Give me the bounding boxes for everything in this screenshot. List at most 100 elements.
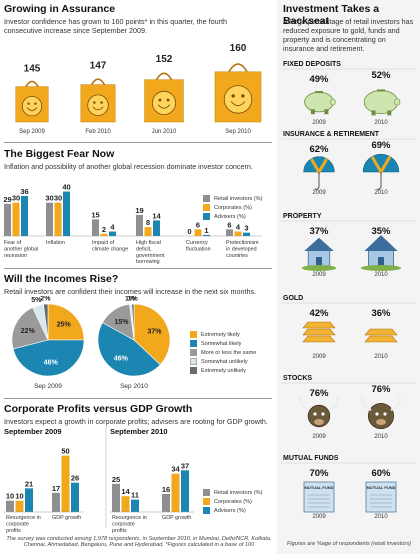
- house-lawn: [301, 265, 337, 271]
- profit-group-title: September 2010: [110, 427, 168, 436]
- legend-swatch-extremely-likely: [190, 331, 197, 338]
- smiley-eye: [158, 98, 162, 102]
- fear-bar: [4, 203, 11, 236]
- legend-swatch-somewhat-unlikely: [190, 358, 197, 365]
- bag-label: Sep 2009: [19, 129, 45, 135]
- right-subtitle: A large percentage of retail investors h…: [283, 17, 414, 53]
- profit-bar: [131, 499, 139, 512]
- piggy-leg: [324, 109, 329, 115]
- profit-value: 25: [112, 475, 120, 484]
- fear-value: 30: [45, 194, 53, 203]
- fear-value: 3: [244, 224, 248, 233]
- legend-retail: Retail investors (%): [214, 489, 263, 496]
- piggy-slot: [377, 89, 385, 92]
- profit-value: 17: [52, 484, 60, 493]
- right-title: Investment Takes a Backseat: [283, 3, 380, 27]
- smiley-eye: [100, 101, 103, 104]
- umbrella-handle: [314, 185, 320, 190]
- profit-bar: [121, 496, 130, 512]
- legend-more-less: More or less the same: [201, 349, 257, 356]
- profit-category: GDP growth: [162, 515, 191, 521]
- fear-category: High fiscal: [136, 240, 161, 246]
- profit-bar: [15, 500, 24, 512]
- bull-horn: [390, 395, 402, 412]
- piggy-bank-icon: [304, 91, 334, 113]
- row-year: 2009: [312, 434, 326, 440]
- pie-label: 2%: [40, 296, 51, 303]
- smiley-eye: [27, 102, 30, 105]
- umbrella-handle: [376, 185, 382, 190]
- house-roof: [364, 235, 398, 251]
- pie-label: 5%: [31, 297, 42, 304]
- legend-advisers: Advisers (%): [214, 507, 246, 514]
- profit-category: Resurgence in: [112, 515, 147, 521]
- fear-category: borrowing: [136, 259, 160, 265]
- gold-bar-icon: [302, 328, 336, 336]
- bull-icon: [368, 402, 395, 429]
- profit-value: 10: [6, 492, 14, 501]
- row-value: 70%: [309, 468, 329, 479]
- house-roof: [304, 237, 334, 251]
- fear-category: Inflation: [46, 240, 65, 246]
- pie-label: 37%: [147, 329, 162, 336]
- profit-bar: [181, 470, 189, 512]
- fear-category: countries: [226, 253, 248, 259]
- bag-value: 147: [90, 61, 107, 72]
- fear-category: Protectionism: [226, 240, 259, 246]
- smiley-mouth: [230, 101, 246, 107]
- bull-eye: [321, 412, 325, 416]
- smiley-icon: [223, 85, 253, 114]
- fear-value: 36: [20, 187, 28, 196]
- smiley-icon: [151, 90, 177, 116]
- bull-eye: [313, 412, 317, 416]
- fear-category: another global: [4, 246, 38, 252]
- piggy-leg: [387, 110, 392, 116]
- profit-category: corporate: [112, 521, 135, 527]
- fear-value: 4: [236, 223, 241, 232]
- legend-swatch-retail: [203, 195, 210, 202]
- fear-value: 19: [135, 206, 143, 215]
- pie-slice: [43, 303, 49, 341]
- pie-slice: [97, 322, 161, 377]
- profit-category: GDP growth: [52, 515, 81, 521]
- section4-subtitle: Investors expect a growth in corporate p…: [4, 417, 268, 426]
- legend-advisers: Advisers (%): [214, 213, 246, 220]
- pie-year: Sep 2010: [120, 383, 148, 390]
- row-value: 62%: [309, 144, 329, 155]
- legend-somewhat-likely: Somewhat likely: [201, 340, 242, 347]
- fear-category: climate change: [92, 246, 128, 252]
- section3-subtitle: Retail investors are confident their inc…: [4, 287, 257, 296]
- profit-value: 11: [131, 491, 139, 500]
- row-year: 2010: [374, 190, 388, 196]
- fear-category: deficit,: [136, 246, 152, 252]
- row-year: 2010: [374, 272, 388, 278]
- section4-title: Corporate Profits versus GDP Growth: [4, 403, 193, 415]
- divider: [4, 398, 272, 399]
- bag-value: 160: [230, 43, 247, 54]
- pie-slice: [47, 303, 85, 341]
- fear-bar: [243, 232, 250, 236]
- fear-bar: [12, 202, 20, 236]
- profit-bar: [25, 488, 33, 512]
- legend-swatch-corporates: [203, 498, 210, 505]
- fear-bar: [63, 191, 70, 236]
- pie-label: 1%: [128, 296, 139, 303]
- legend-extremely-unlikely: Extremely unlikely: [201, 367, 247, 374]
- profits-legend: Retail investors (%) Corporates (%) Advi…: [203, 488, 263, 515]
- fear-bar: [21, 196, 28, 236]
- right-footnote: Figures are %age of respondents (retail …: [286, 541, 412, 547]
- pie-label: 22%: [21, 328, 36, 335]
- row-value: 36%: [371, 308, 391, 319]
- profit-bar: [112, 483, 120, 512]
- fear-bar: [226, 229, 233, 236]
- fear-value: 2: [102, 225, 106, 234]
- bag-label: Jun 2010: [152, 129, 177, 135]
- smiley-mouth: [92, 106, 104, 111]
- gold-bar-icon: [364, 335, 398, 343]
- fund-doc-label: MUTUAL FUND: [366, 485, 395, 490]
- fear-value: 8: [146, 218, 150, 227]
- fear-value: 30: [12, 194, 20, 203]
